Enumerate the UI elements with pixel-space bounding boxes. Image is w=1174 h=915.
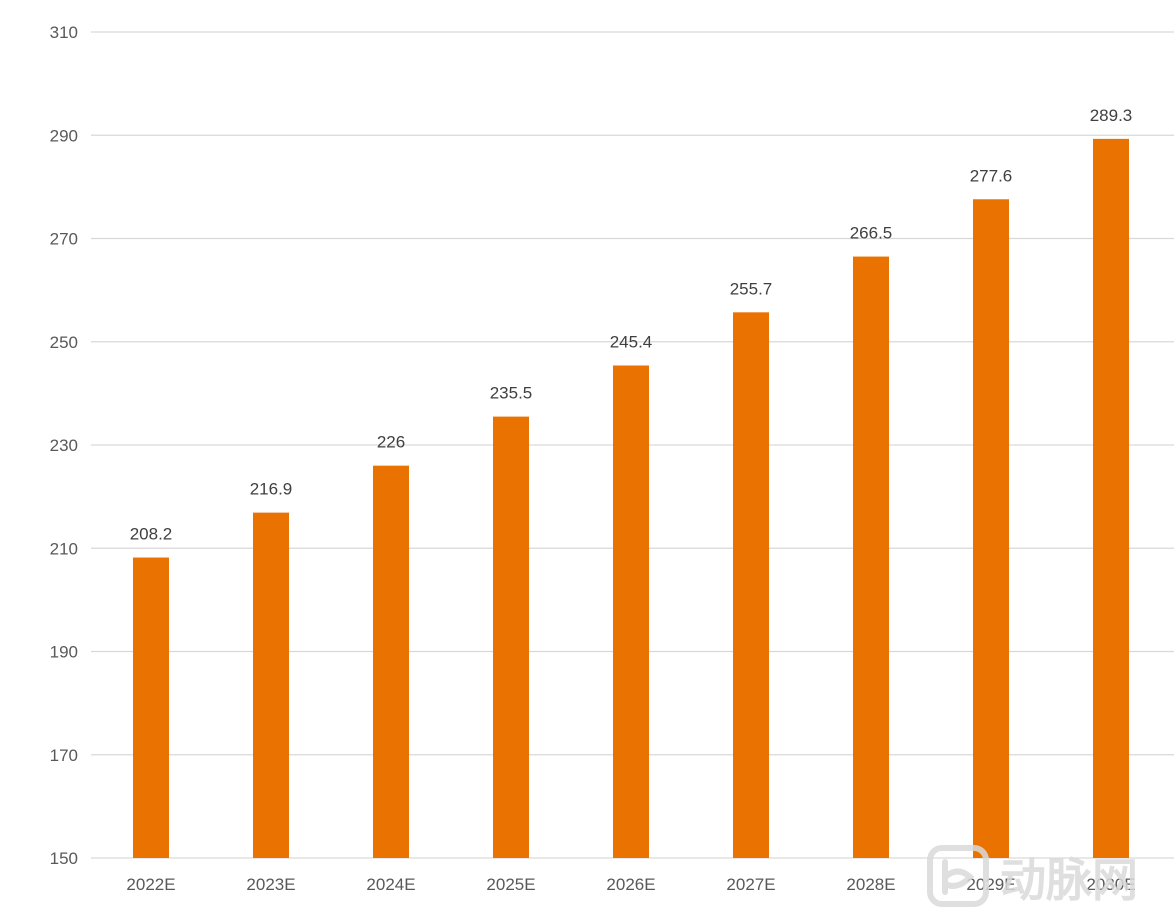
y-axis-tick-labels: 150 170 190 210 230 250 270 290 310 [50, 23, 78, 868]
data-label: 277.6 [970, 166, 1013, 185]
bar-2023E [253, 512, 289, 858]
x-tick-label: 2023E [246, 875, 295, 894]
x-tick-label: 2030E [1086, 875, 1135, 894]
data-label: 208.2 [130, 525, 173, 544]
x-tick-label: 2028E [846, 875, 895, 894]
y-tick-label: 210 [50, 539, 78, 558]
y-tick-label: 310 [50, 23, 78, 42]
y-tick-label: 250 [50, 333, 78, 352]
y-tick-label: 170 [50, 746, 78, 765]
data-labels: 208.2 216.9 226 235.5 245.4 255.7 266.5 277.6 28… [130, 106, 1133, 544]
y-tick-label: 270 [50, 230, 78, 249]
data-label: 266.5 [850, 224, 893, 243]
watermark-logo-glyph [942, 859, 975, 895]
bar-2024E [373, 465, 409, 858]
watermark-text: 动脉网 [1000, 853, 1138, 907]
data-label: 226 [377, 433, 405, 452]
bar-2026E [613, 365, 649, 858]
bar-2028E [853, 256, 889, 859]
x-tick-label: 2024E [366, 875, 415, 894]
data-label: 289.3 [1090, 106, 1133, 125]
x-tick-label: 2022E [126, 875, 175, 894]
bar-2029E [973, 199, 1009, 858]
x-tick-label: 2025E [486, 875, 535, 894]
x-tick-label: 2027E [726, 875, 775, 894]
bar-2027E [733, 312, 769, 859]
y-tick-label: 190 [50, 643, 78, 662]
data-label: 245.4 [610, 332, 653, 351]
watermark-logo: 动脉网 [927, 845, 1138, 907]
x-tick-label: 2026E [606, 875, 655, 894]
bars [133, 138, 1129, 859]
bar-2030E [1093, 138, 1129, 858]
bar-2025E [493, 416, 529, 858]
x-axis-tick-labels: 2022E 2023E 2024E 2025E 2026E 2027E 2028E 2029E… [126, 875, 1135, 894]
x-tick-label: 2029E [966, 875, 1015, 894]
bar-2022E [133, 557, 169, 858]
watermark-logo-mark [927, 845, 989, 907]
y-tick-label: 150 [50, 849, 78, 868]
y-tick-label: 230 [50, 436, 78, 455]
data-label: 255.7 [730, 279, 773, 298]
y-tick-label: 290 [50, 126, 78, 145]
data-label: 235.5 [490, 384, 533, 403]
data-label: 216.9 [250, 480, 293, 499]
